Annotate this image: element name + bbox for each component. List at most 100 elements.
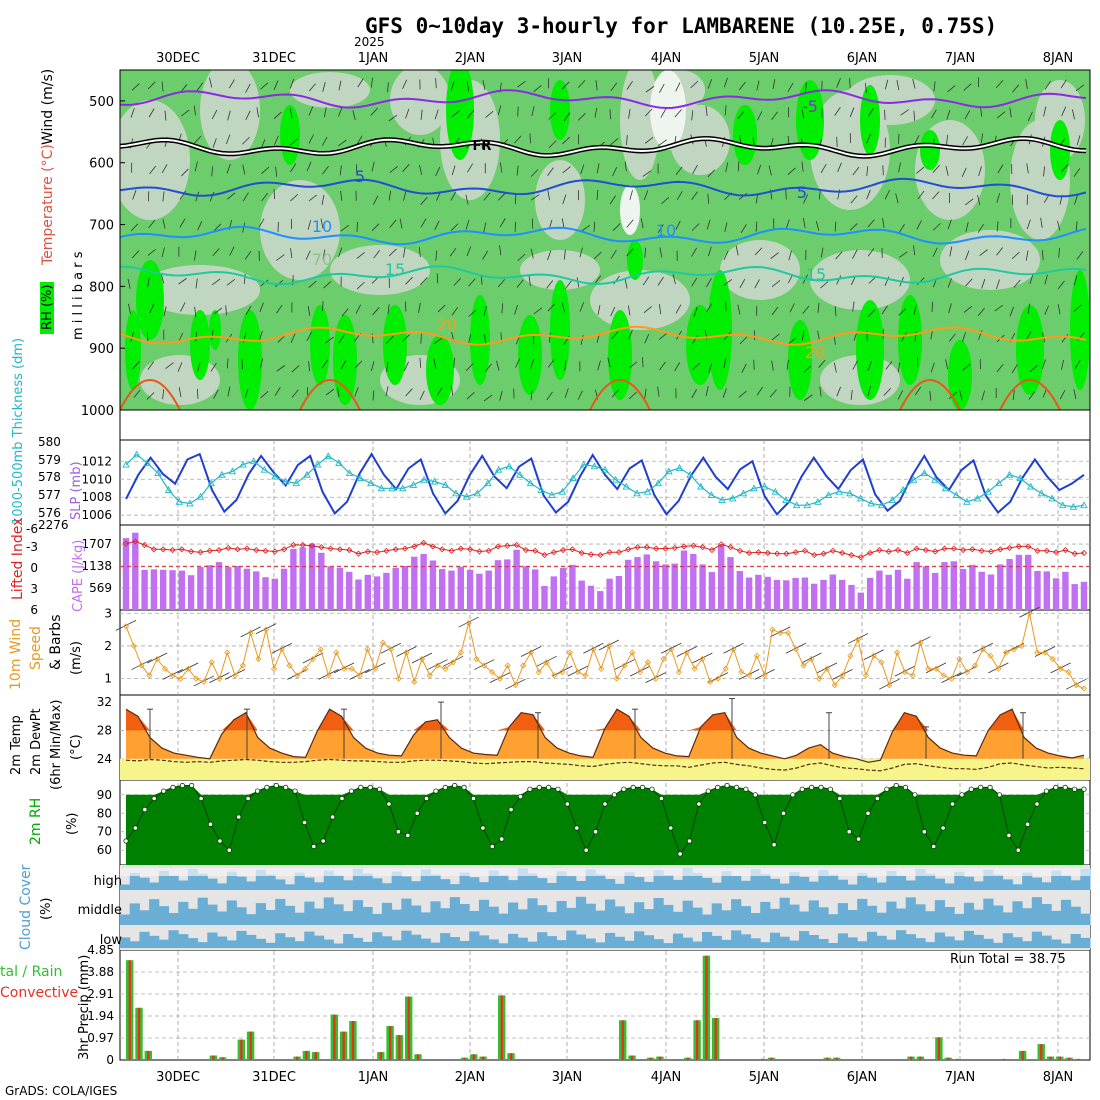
cloud-cell — [158, 870, 169, 890]
lifted-index-point — [1053, 549, 1060, 556]
wind-barb — [209, 191, 215, 202]
wind-barb — [387, 304, 390, 315]
wind-barb — [913, 304, 917, 315]
wind-speed-point — [239, 662, 246, 669]
wind-barb — [308, 361, 311, 372]
wind-barb — [260, 139, 266, 149]
lifted-index-point — [736, 547, 743, 554]
isotherm-line — [120, 177, 1087, 198]
wind-barb — [914, 386, 922, 396]
wind-barb — [803, 194, 809, 204]
wind-barb — [995, 80, 1004, 88]
precip-convective-bar — [482, 1056, 485, 1060]
wind-barb — [451, 307, 459, 316]
wind-barb — [836, 386, 841, 397]
wind-barb — [692, 335, 699, 344]
thickness-point — [143, 458, 152, 466]
rh-tick: 80 — [97, 806, 112, 820]
cloud-cell — [265, 874, 276, 890]
cloud-cell — [682, 937, 693, 948]
wind-speed-point — [691, 665, 698, 672]
wind-barb — [162, 389, 165, 400]
isotherm-label: 10 — [312, 217, 332, 236]
wind-speed-point — [995, 665, 1002, 672]
wind-barb — [434, 220, 440, 231]
wind-barb — [757, 164, 762, 175]
wind-speed-point — [605, 642, 612, 650]
run-total: Run Total = 38.75 — [950, 952, 1066, 967]
thickness-point — [1080, 501, 1088, 509]
precip-convective-bar — [128, 960, 131, 1060]
cloud-cell — [876, 912, 887, 925]
lifted-index-point — [606, 549, 613, 556]
wind-speed-point — [683, 649, 690, 656]
cape-bar — [792, 577, 799, 610]
pressure-tick: 1000 — [81, 404, 114, 419]
moist-patch — [1016, 305, 1044, 395]
wind-barb — [626, 81, 633, 90]
cloud-cell — [857, 898, 868, 925]
cloud-cell — [187, 908, 199, 925]
wind-barb-surface — [863, 649, 884, 661]
rh-point — [949, 801, 956, 807]
wind-unit: (m/s) — [69, 641, 84, 675]
wind-speed-point — [746, 672, 753, 679]
slp-tick: 1008 — [81, 490, 112, 504]
wind-barb — [289, 79, 295, 89]
rh-point — [292, 788, 298, 794]
cloud-cell — [692, 873, 703, 890]
rh-tick: 70 — [97, 825, 112, 839]
wind-barb — [628, 108, 631, 119]
rh-point — [837, 795, 843, 802]
precip-convective-bar — [686, 1057, 689, 1060]
cloud-cell — [818, 939, 829, 948]
cape-bar — [625, 559, 632, 610]
wind-barb-surface — [178, 662, 199, 674]
cloud-cell — [1070, 880, 1081, 890]
temperature-line — [125, 708, 1085, 763]
cloud-cell — [944, 936, 955, 948]
thickness-point — [548, 491, 556, 498]
wind-barb — [867, 248, 875, 257]
wind-barb-surface — [380, 642, 401, 654]
wind-barb — [1061, 164, 1069, 172]
wind-barb — [453, 357, 455, 368]
cape-bar — [439, 569, 446, 610]
cloud-cell — [527, 941, 538, 948]
wind-barb — [338, 247, 343, 258]
wind-barb — [372, 307, 380, 316]
wind-barb — [741, 363, 747, 374]
wind-barb — [147, 249, 156, 256]
thickness-point — [633, 489, 641, 497]
wind-speed-point — [792, 646, 799, 653]
wind-barb — [770, 252, 779, 259]
rh-point — [902, 784, 909, 791]
wind-speed-point — [909, 672, 916, 679]
cloud-cell — [789, 872, 800, 890]
cloud-cell — [750, 938, 761, 948]
cloud-cell — [711, 903, 722, 925]
lifted-index-point — [476, 548, 483, 555]
cloud-cell — [876, 935, 887, 948]
wind-speed-point — [177, 675, 184, 682]
thickness-point — [963, 497, 971, 505]
rh-point — [489, 843, 495, 850]
wind-speed-point — [582, 672, 589, 679]
cloud-cell — [343, 911, 354, 925]
rh-point — [508, 806, 514, 813]
wind-speed-line — [125, 613, 1085, 689]
cloud-level-label: low — [100, 933, 123, 948]
dewpoint-line — [125, 758, 1085, 772]
wind-barb — [562, 194, 567, 205]
isotherm-loop — [299, 379, 361, 410]
wind-barb — [258, 218, 265, 228]
wind-barb — [388, 190, 392, 201]
cloud-cell — [837, 903, 848, 925]
wind-barb — [1058, 247, 1060, 258]
cloud-cell — [314, 908, 325, 925]
precip-convective-bar — [919, 1056, 922, 1060]
cloud-cell — [954, 871, 965, 890]
temp-unit: (°C) — [69, 734, 84, 760]
wind-barb — [624, 161, 627, 172]
cloud-cell — [362, 941, 373, 948]
